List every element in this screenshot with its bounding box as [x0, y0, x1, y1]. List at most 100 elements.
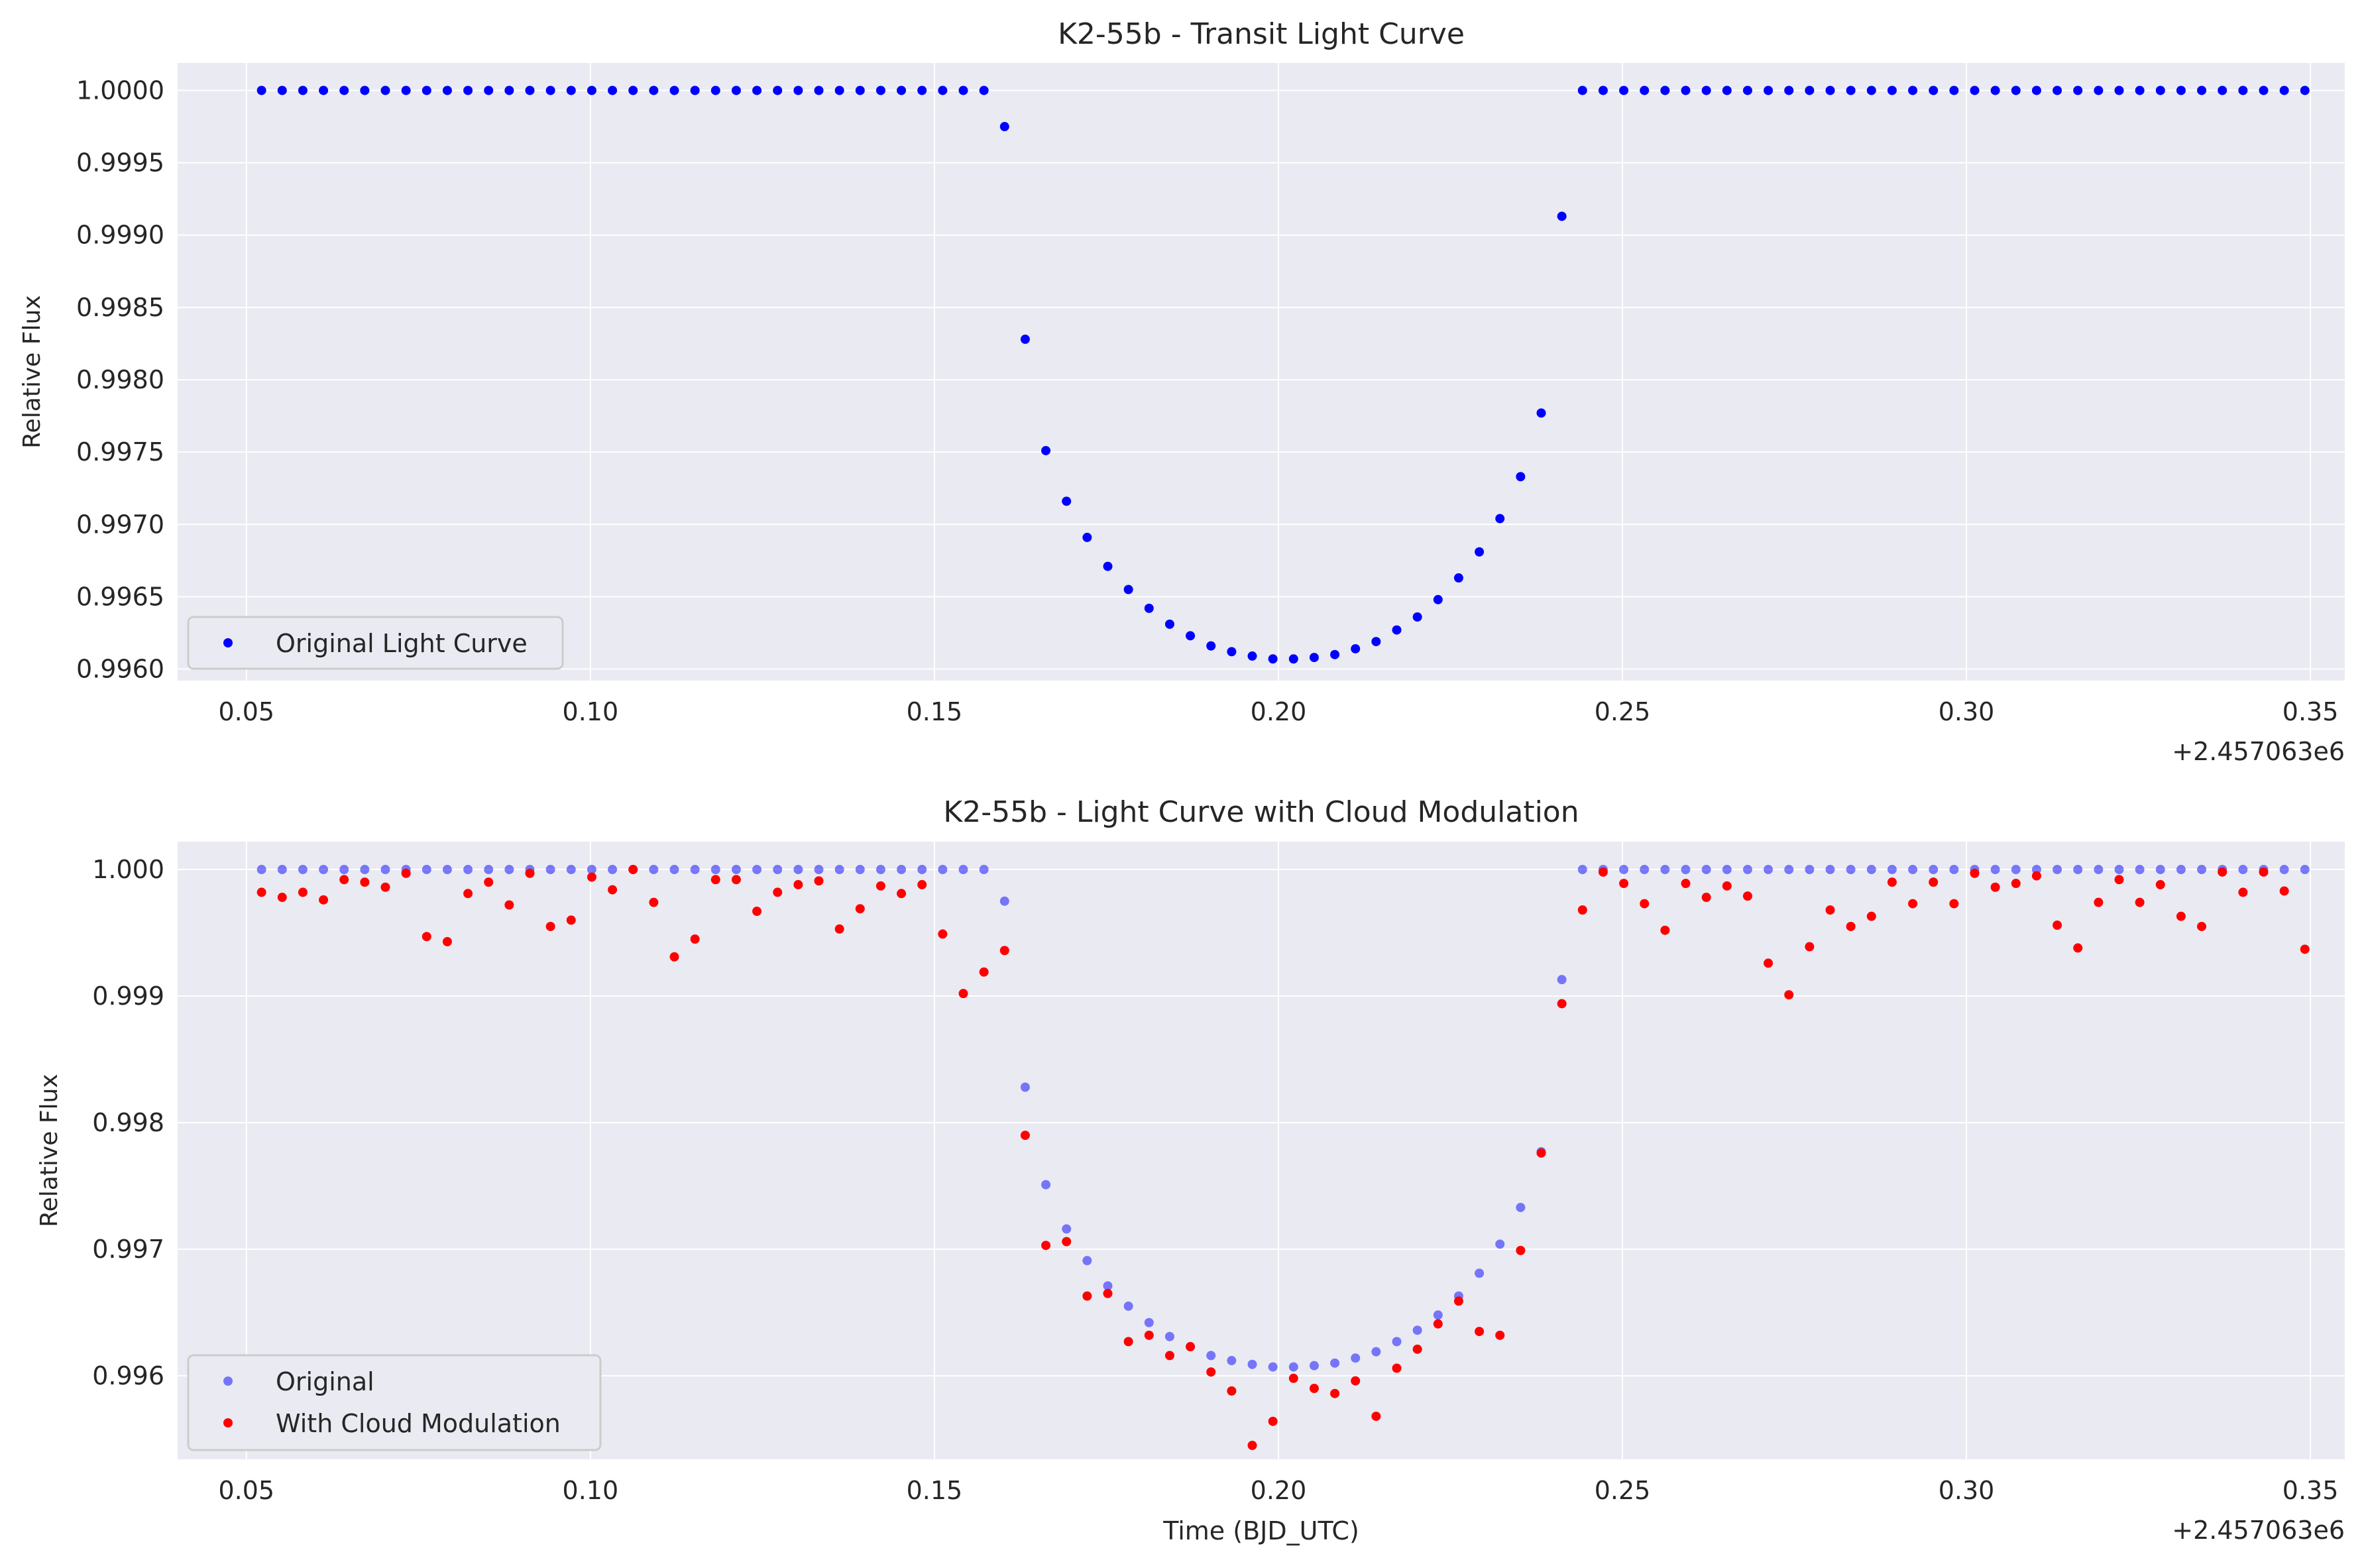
- data-point-series-0: [1475, 547, 1485, 557]
- legend-marker: [223, 638, 233, 647]
- data-point-series-0: [2155, 865, 2165, 875]
- data-point-series-0: [1866, 865, 1876, 875]
- data-point-series-1: [1949, 899, 1959, 909]
- data-point-series-0: [752, 865, 762, 875]
- data-point-series-0: [649, 85, 659, 95]
- data-point-series-0: [1742, 865, 1752, 875]
- x-tick-label: 0.20: [1251, 1476, 1307, 1505]
- y-tick-label: 0.997: [92, 1235, 164, 1264]
- data-point-series-0: [1123, 1301, 1133, 1311]
- data-point-series-1: [649, 897, 659, 907]
- data-point-series-0: [1309, 653, 1319, 663]
- data-point-series-0: [1929, 85, 1939, 95]
- data-point-series-0: [1908, 85, 1918, 95]
- data-point-series-1: [999, 946, 1009, 956]
- data-point-series-0: [1640, 865, 1650, 875]
- x-offset-label: +2.457063e6: [2172, 737, 2345, 766]
- data-point-series-0: [504, 85, 514, 95]
- x-offset-label: +2.457063e6: [2172, 1516, 2345, 1545]
- data-point-series-0: [1495, 1239, 1505, 1249]
- data-point-series-0: [773, 865, 783, 875]
- y-tick-label: 0.998: [92, 1108, 164, 1137]
- data-point-series-1: [1516, 1245, 1526, 1255]
- data-point-series-0: [2135, 85, 2145, 95]
- data-point-series-0: [938, 85, 948, 95]
- data-point-series-1: [1557, 999, 1567, 1009]
- data-point-series-1: [1082, 1291, 1092, 1301]
- y-tick-label: 0.9995: [76, 148, 164, 178]
- data-point-series-1: [1660, 925, 1670, 935]
- data-point-series-0: [2053, 865, 2062, 875]
- plot-area: [178, 63, 2345, 681]
- data-point-series-0: [1082, 532, 1092, 542]
- data-point-series-1: [1288, 1373, 1298, 1383]
- data-point-series-1: [1640, 899, 1650, 909]
- top-panel: 0.05 0.10 0.15 0.20 0.25 0.30 0.35 0.99600.996…: [19, 17, 2345, 766]
- data-point-series-0: [1949, 865, 1959, 875]
- data-point-series-1: [1206, 1367, 1216, 1377]
- data-point-series-0: [1825, 865, 1835, 875]
- data-point-series-0: [897, 865, 907, 875]
- data-point-series-0: [1536, 408, 1546, 418]
- y-axis-label: Relative Flux: [19, 295, 46, 448]
- data-point-series-0: [1041, 445, 1051, 455]
- data-point-series-1: [1784, 990, 1794, 1000]
- data-point-series-0: [1041, 1180, 1051, 1190]
- data-point-series-1: [710, 875, 720, 885]
- data-point-series-0: [855, 85, 865, 95]
- data-point-series-0: [897, 85, 907, 95]
- data-point-series-0: [339, 865, 349, 875]
- data-point-series-1: [1164, 1351, 1174, 1361]
- x-tick-label: 0.30: [1939, 697, 1995, 726]
- data-point-series-0: [401, 85, 411, 95]
- x-tick-label: 0.25: [1595, 697, 1651, 726]
- data-point-series-0: [1020, 334, 1030, 344]
- data-point-series-0: [360, 85, 370, 95]
- data-point-series-0: [2094, 865, 2104, 875]
- data-point-series-1: [2279, 886, 2289, 896]
- data-point-series-0: [814, 865, 824, 875]
- data-point-series-0: [256, 865, 266, 875]
- y-tick-label: 0.999: [92, 981, 164, 1011]
- data-point-series-1: [360, 877, 370, 887]
- data-point-series-0: [1866, 85, 1876, 95]
- data-point-series-0: [669, 85, 679, 95]
- data-point-series-0: [1392, 1337, 1402, 1347]
- data-point-series-1: [545, 921, 555, 931]
- data-point-series-0: [1805, 865, 1815, 875]
- data-point-series-0: [587, 85, 596, 95]
- data-point-series-0: [1742, 85, 1752, 95]
- data-point-series-0: [442, 85, 452, 95]
- data-point-series-0: [1990, 85, 2000, 95]
- data-point-series-1: [855, 904, 865, 914]
- data-point-series-0: [1557, 211, 1567, 221]
- data-point-series-1: [752, 907, 762, 917]
- data-point-series-0: [2094, 85, 2104, 95]
- data-point-series-0: [484, 85, 494, 95]
- data-point-series-0: [1660, 865, 1670, 875]
- data-point-series-1: [628, 865, 638, 875]
- data-point-series-0: [1764, 865, 1774, 875]
- chart-title: K2-55b - Light Curve with Cloud Modulati…: [943, 795, 1579, 829]
- data-point-series-0: [319, 865, 329, 875]
- data-point-series-1: [1227, 1386, 1237, 1396]
- data-point-series-1: [608, 885, 618, 895]
- data-point-series-1: [463, 889, 473, 899]
- data-point-series-1: [1866, 911, 1876, 921]
- data-point-series-0: [2300, 85, 2310, 95]
- data-point-series-0: [525, 85, 535, 95]
- data-point-series-1: [2238, 887, 2248, 897]
- data-point-series-1: [1742, 891, 1752, 901]
- data-point-series-0: [1288, 1362, 1298, 1372]
- data-point-series-1: [1598, 867, 1608, 877]
- data-point-series-0: [2197, 865, 2207, 875]
- data-point-series-1: [1351, 1376, 1361, 1386]
- data-point-series-0: [1371, 637, 1381, 647]
- data-point-series-0: [545, 85, 555, 95]
- data-point-series-0: [1433, 594, 1443, 604]
- data-point-series-0: [1453, 573, 1463, 583]
- data-point-series-0: [1722, 865, 1732, 875]
- data-point-series-1: [1247, 1440, 1257, 1450]
- data-point-series-1: [319, 895, 329, 905]
